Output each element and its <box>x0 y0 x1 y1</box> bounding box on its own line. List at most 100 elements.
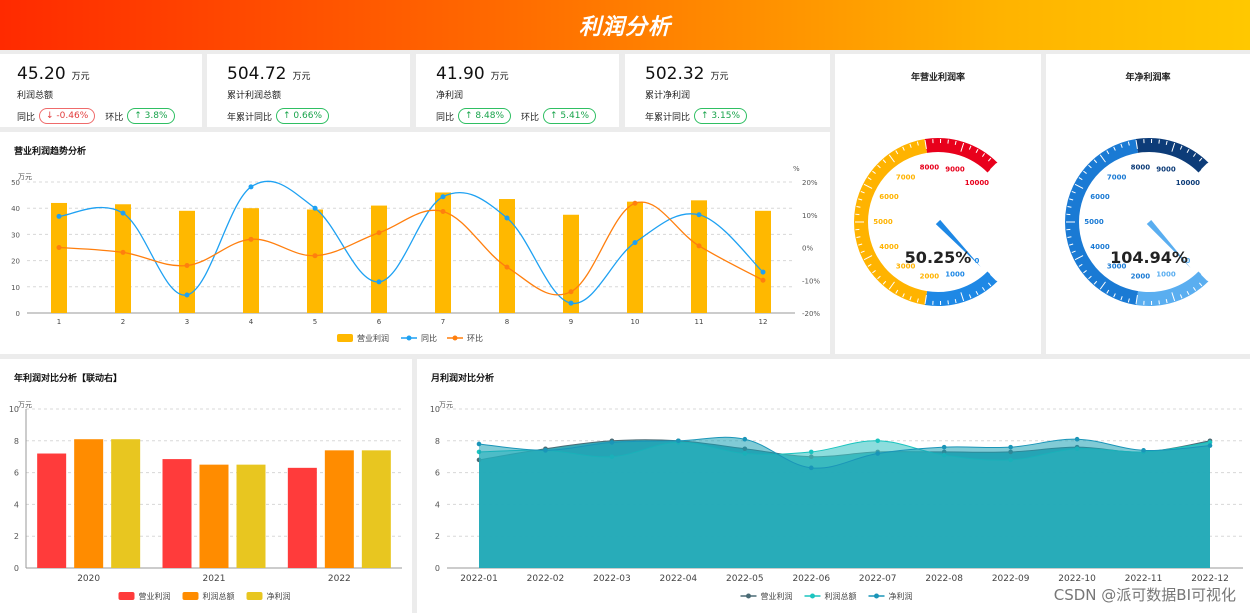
gauge-band <box>1135 271 1209 306</box>
gauge-tick-label: 9000 <box>945 166 965 174</box>
gauge-tick <box>1078 263 1083 267</box>
gauge-tick <box>1067 205 1072 208</box>
gauge-tick <box>1088 164 1092 169</box>
data-point <box>696 243 702 249</box>
gauge-tick <box>1198 157 1203 162</box>
kpi-changes: 年累计同比 ↑ 0.66% <box>227 108 339 124</box>
gauge-tick <box>1067 236 1072 239</box>
x-tick-label: 8 <box>505 318 509 326</box>
series-area <box>479 437 1210 568</box>
header-banner: 利润分析 <box>0 0 1250 50</box>
gauge-tick <box>975 290 979 295</box>
gauge-tick <box>954 298 957 304</box>
y2-tick-label: 10% <box>802 212 818 220</box>
x-tick-label: 12 <box>759 318 768 326</box>
gauge-tick <box>975 149 979 154</box>
gauge-tick <box>860 250 865 254</box>
legend-label: 营业利润 <box>357 333 389 343</box>
gauge-tick <box>1106 150 1110 155</box>
gauge-tick <box>924 295 927 305</box>
data-point <box>376 230 382 236</box>
gauge-tick-label: 4000 <box>1090 243 1110 251</box>
gauge-title: 年净利润率 <box>1125 73 1171 83</box>
gauge-tick <box>1165 140 1168 146</box>
gauge-tick <box>947 300 949 305</box>
gauge-tick <box>888 281 895 290</box>
monthly-comparison-panel: 月利润对比分析 万元 0 2 4 6 8 10 2022-01 2022-02 2022-03 20… <box>417 359 1250 613</box>
gauge-tick <box>1200 273 1209 282</box>
gauge-tick <box>902 293 905 298</box>
gauge-tick <box>858 198 863 201</box>
bar <box>435 192 451 313</box>
gauge-tick <box>1069 198 1074 201</box>
data-point <box>504 264 510 270</box>
gauge-tick <box>968 294 972 299</box>
gauge-band <box>854 139 928 305</box>
page-title: 利润分析 <box>578 15 671 40</box>
y2-tick-label: 20% <box>802 179 818 187</box>
gauge-tick <box>987 282 992 287</box>
data-point <box>376 279 382 285</box>
x-tick-label: 2 <box>121 318 125 326</box>
kpi-value: 504.72 万元 <box>227 64 311 84</box>
gauge-tick <box>1093 280 1098 285</box>
gauge-tick <box>1088 275 1092 280</box>
gauge-tick <box>987 157 992 162</box>
gauge-title: 年营业利润率 <box>910 73 965 83</box>
x-tick-label: 4 <box>249 318 254 326</box>
bar <box>243 208 259 313</box>
gauge-tick <box>1171 292 1176 302</box>
y-tick-label: 40 <box>11 205 20 213</box>
data-point <box>120 249 126 255</box>
gauge-tick <box>888 154 895 163</box>
panel-title: 营业利润趋势分析 <box>14 147 87 157</box>
bar <box>37 453 67 568</box>
data-point <box>875 451 881 456</box>
legend-swatch <box>246 592 263 600</box>
gauge-band <box>1065 139 1139 305</box>
data-point <box>440 208 446 214</box>
bar <box>691 200 707 313</box>
y-tick-label: 50 <box>11 179 20 187</box>
yoy-badge: ↓ -0.46% <box>39 108 96 124</box>
kpi-value: 41.90 万元 <box>436 64 509 84</box>
ytd-badge: ↑ 3.15% <box>694 108 748 124</box>
y-axis-label: 万元 <box>18 173 32 181</box>
change-label: 环比 <box>105 112 124 123</box>
y2-axis-label: % <box>793 165 800 173</box>
y-tick-label: 6 <box>14 469 19 478</box>
gauge-tick <box>989 162 998 171</box>
gauge-tick-label: 0 <box>1185 257 1190 265</box>
gauge-tick <box>1158 139 1160 144</box>
gauge-tick <box>924 139 927 149</box>
change-label: 环比 <box>521 112 540 123</box>
gauge-tick-label: 2000 <box>920 272 940 280</box>
gauge-tick <box>872 270 876 274</box>
data-point <box>184 263 190 269</box>
kpi-card-net-profit: 41.90 万元 净利润 同比 ↑ 8.48% 环比 ↑ 5.41% <box>416 54 619 127</box>
bar <box>627 201 643 313</box>
data-point <box>760 277 766 283</box>
gauge-tick <box>1186 290 1190 295</box>
change-label: 同比 <box>17 112 36 123</box>
kpi-card-profit-total: 45.20 万元 利润总额 同比 ↓ -0.46% 环比 ↑ 3.8% <box>0 54 202 127</box>
gauge-tick <box>1074 255 1084 261</box>
data-point <box>568 289 574 295</box>
x-tick-label: 2020 <box>77 574 100 584</box>
gauge-tick <box>882 280 887 285</box>
x-tick-label: 2022-01 <box>460 574 498 584</box>
gauge-tick <box>968 145 972 150</box>
x-tick-label: 2022-07 <box>859 574 897 584</box>
series-line <box>478 436 1211 469</box>
x-tick-label: 2022-06 <box>792 574 830 584</box>
x-tick-label: 6 <box>377 318 382 326</box>
x-tick-label: 10 <box>631 318 640 326</box>
x-tick-label: 2022-08 <box>925 574 963 584</box>
gauge-value: 50.25% <box>905 248 972 267</box>
data-point <box>941 444 947 450</box>
y2-tick-label: -20% <box>802 310 820 318</box>
gauge-tick-label: 3000 <box>896 262 916 270</box>
panel-title: 月利润对比分析 <box>431 374 495 384</box>
y-tick-label: 2 <box>14 532 19 541</box>
bar <box>499 199 515 313</box>
